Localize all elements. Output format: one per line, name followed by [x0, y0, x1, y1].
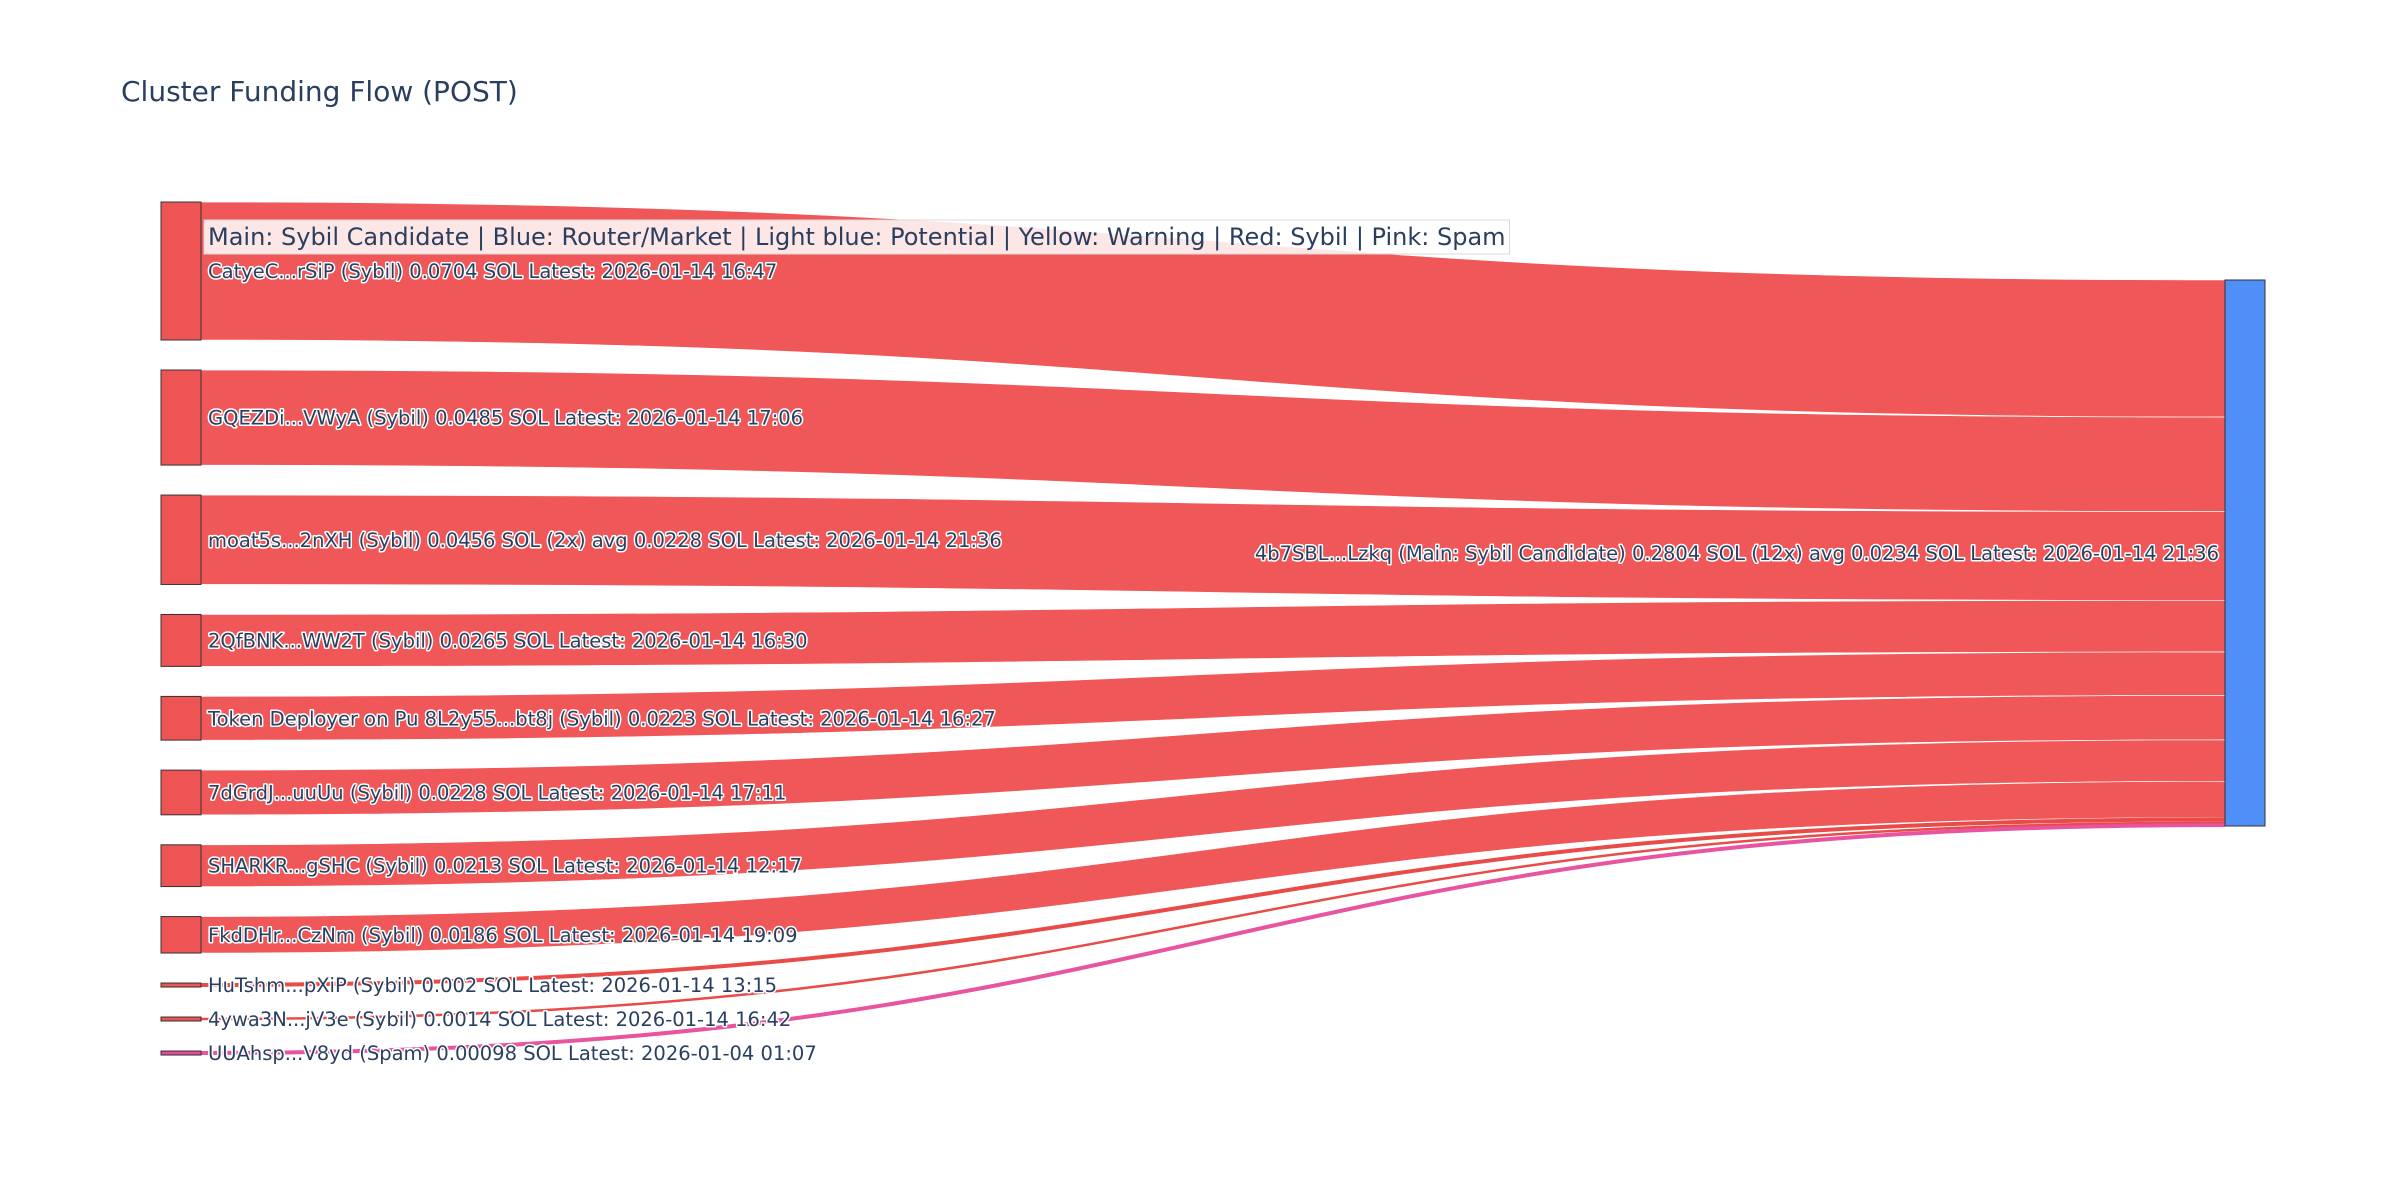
source-node[interactable] — [160, 1050, 202, 1056]
source-node-label: 7dGrdJ...uuUu (Sybil) 0.0228 SOL Latest:… — [208, 781, 786, 804]
node-layer — [160, 201, 2266, 1056]
link-layer — [200, 201, 2226, 1056]
flow-link[interactable] — [200, 821, 2226, 1021]
chart-title: Cluster Funding Flow (POST) — [121, 75, 518, 108]
source-node-label: FkdDHr...CzNm (Sybil) 0.0186 SOL Latest:… — [208, 924, 798, 947]
source-node[interactable] — [160, 844, 202, 888]
legend-note: Main: Sybil Candidate | Blue: Router/Mar… — [208, 223, 1506, 251]
source-node[interactable] — [160, 494, 202, 585]
source-node-label: Token Deployer on Pu 8L2y55...bt8j (Sybi… — [207, 707, 996, 730]
source-node[interactable] — [160, 369, 202, 466]
source-node[interactable] — [160, 695, 202, 741]
flow-link[interactable] — [200, 817, 2226, 988]
legend-note-background — [203, 219, 1511, 255]
flow-link[interactable] — [200, 823, 2226, 1056]
source-node-label: 2QfBNK...WW2T (Sybil) 0.0265 SOL Latest:… — [208, 629, 808, 652]
source-node-label: moat5s...2nXH (Sybil) 0.0456 SOL (2x) av… — [208, 529, 1002, 552]
source-node[interactable] — [160, 769, 202, 816]
source-node[interactable] — [160, 1016, 202, 1022]
source-node[interactable] — [160, 982, 202, 988]
label-layer: CatyeC...rSiP (Sybil) 0.0704 SOL Latest:… — [206, 259, 2221, 1067]
source-node-label: CatyeC...rSiP (Sybil) 0.0704 SOL Latest:… — [208, 260, 777, 283]
source-node[interactable] — [160, 916, 202, 954]
source-node-label: GQEZDi...VWyA (Sybil) 0.0485 SOL Latest:… — [208, 407, 803, 430]
source-node[interactable] — [160, 613, 202, 667]
source-node-label: SHARKR...gSHC (Sybil) 0.0213 SOL Latest:… — [208, 855, 802, 878]
source-node-label: HuTshm...pXiP (Sybil) 0.002 SOL Latest: … — [208, 974, 777, 997]
source-node-label: UUAhsp...V8yd (Spam) 0.00098 SOL Latest:… — [208, 1042, 817, 1065]
legend-note-box: Main: Sybil Candidate | Blue: Router/Mar… — [203, 219, 1511, 255]
source-node-label: 4ywa3N...jV3e (Sybil) 0.0014 SOL Latest:… — [208, 1008, 791, 1031]
target-node-label: 4b7SBL...Lzkq (Main: Sybil Candidate) 0.… — [1255, 542, 2219, 565]
source-node[interactable] — [160, 201, 202, 341]
target-node[interactable] — [2224, 279, 2266, 827]
